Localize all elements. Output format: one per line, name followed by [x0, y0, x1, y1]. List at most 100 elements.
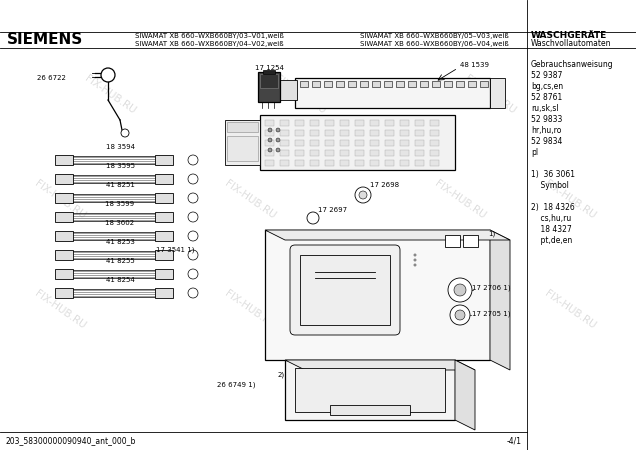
Bar — [408, 81, 416, 87]
Text: 18 3594: 18 3594 — [106, 144, 134, 150]
Bar — [340, 160, 349, 166]
Bar — [400, 130, 409, 136]
Bar — [385, 160, 394, 166]
Bar — [155, 174, 173, 184]
Bar — [330, 405, 410, 415]
Bar — [280, 150, 289, 156]
Bar — [372, 81, 380, 87]
Text: ru,sk,sl: ru,sk,sl — [531, 104, 558, 113]
Bar — [275, 80, 297, 100]
Bar — [325, 150, 334, 156]
Text: Waschvollautomaten: Waschvollautomaten — [531, 40, 611, 49]
Text: 1): 1) — [488, 231, 495, 237]
Bar — [155, 250, 173, 260]
Circle shape — [359, 191, 367, 199]
Circle shape — [455, 310, 465, 320]
Circle shape — [188, 288, 198, 298]
Circle shape — [268, 148, 272, 152]
Text: cs,hu,ru: cs,hu,ru — [531, 214, 571, 223]
Bar — [295, 150, 304, 156]
Circle shape — [355, 187, 371, 203]
Bar — [155, 288, 173, 298]
Text: 41 8253: 41 8253 — [106, 239, 134, 245]
Bar — [265, 120, 274, 126]
Text: SIWAMAT XB 660–WXB660BY/05–V03,weiß: SIWAMAT XB 660–WXB660BY/05–V03,weiß — [360, 33, 509, 39]
Bar — [430, 140, 439, 146]
Text: WASCHGERÄTE: WASCHGERÄTE — [531, 32, 607, 40]
Circle shape — [413, 258, 417, 261]
Bar — [295, 160, 304, 166]
Bar — [415, 150, 424, 156]
Bar — [325, 140, 334, 146]
Bar — [280, 160, 289, 166]
Circle shape — [276, 128, 280, 132]
Bar — [370, 150, 379, 156]
Text: FIX-HUB.RU: FIX-HUB.RU — [432, 289, 487, 331]
Bar — [285, 360, 455, 420]
Bar — [312, 81, 320, 87]
Bar — [295, 130, 304, 136]
Text: -4/1: -4/1 — [507, 436, 522, 446]
Text: pt,de,en: pt,de,en — [531, 236, 572, 245]
Bar — [155, 231, 173, 241]
Text: 26 6749 1): 26 6749 1) — [217, 382, 256, 388]
Bar — [260, 74, 278, 88]
Bar — [430, 150, 439, 156]
Text: FIX-HUB.RU: FIX-HUB.RU — [223, 289, 277, 331]
Bar — [155, 193, 173, 203]
Text: FIX-HUB.RU: FIX-HUB.RU — [543, 289, 597, 331]
Text: 17 2706 1): 17 2706 1) — [472, 285, 511, 291]
Circle shape — [413, 264, 417, 266]
Bar — [295, 78, 490, 108]
Text: hr,hu,ro: hr,hu,ro — [531, 126, 562, 135]
Circle shape — [188, 193, 198, 203]
Bar — [295, 368, 445, 412]
Text: FIX-HUB.RU: FIX-HUB.RU — [543, 179, 597, 221]
Bar — [55, 174, 73, 184]
Bar — [355, 120, 364, 126]
Bar — [265, 160, 274, 166]
Circle shape — [101, 68, 115, 82]
Text: 1)  36 3061: 1) 36 3061 — [531, 170, 575, 179]
Text: SIWAMAT XB 660–WXB660BY/03–V01,weiß: SIWAMAT XB 660–WXB660BY/03–V01,weiß — [135, 33, 284, 39]
Bar — [55, 288, 73, 298]
Bar — [370, 120, 379, 126]
Text: bg,cs,en: bg,cs,en — [531, 82, 563, 91]
Bar — [295, 120, 304, 126]
Bar — [263, 70, 275, 74]
Bar — [55, 269, 73, 279]
Bar — [400, 160, 409, 166]
Bar — [340, 150, 349, 156]
Circle shape — [121, 129, 129, 137]
Text: SIEMENS: SIEMENS — [7, 32, 83, 48]
FancyBboxPatch shape — [290, 245, 400, 335]
Circle shape — [448, 278, 472, 302]
Circle shape — [307, 212, 319, 224]
Bar — [348, 81, 356, 87]
Circle shape — [188, 250, 198, 260]
Bar — [415, 120, 424, 126]
Bar — [370, 160, 379, 166]
Bar — [155, 155, 173, 165]
Bar — [155, 212, 173, 222]
Bar — [324, 81, 332, 87]
Bar — [340, 140, 349, 146]
Text: pl: pl — [531, 148, 538, 157]
Bar — [325, 120, 334, 126]
Text: FIX-HUB.RU: FIX-HUB.RU — [32, 179, 87, 221]
Bar — [468, 81, 476, 87]
Bar — [420, 81, 428, 87]
Text: FIX-HUB.RU: FIX-HUB.RU — [463, 74, 517, 116]
Bar — [325, 160, 334, 166]
Text: FIX-HUB.RU: FIX-HUB.RU — [273, 74, 328, 116]
Circle shape — [276, 138, 280, 142]
Bar — [55, 193, 73, 203]
Bar — [430, 120, 439, 126]
Bar — [310, 150, 319, 156]
Polygon shape — [285, 360, 475, 370]
Bar — [463, 235, 478, 247]
Bar — [225, 120, 260, 165]
Bar — [396, 81, 404, 87]
Bar — [385, 130, 394, 136]
Text: 2): 2) — [278, 372, 285, 378]
